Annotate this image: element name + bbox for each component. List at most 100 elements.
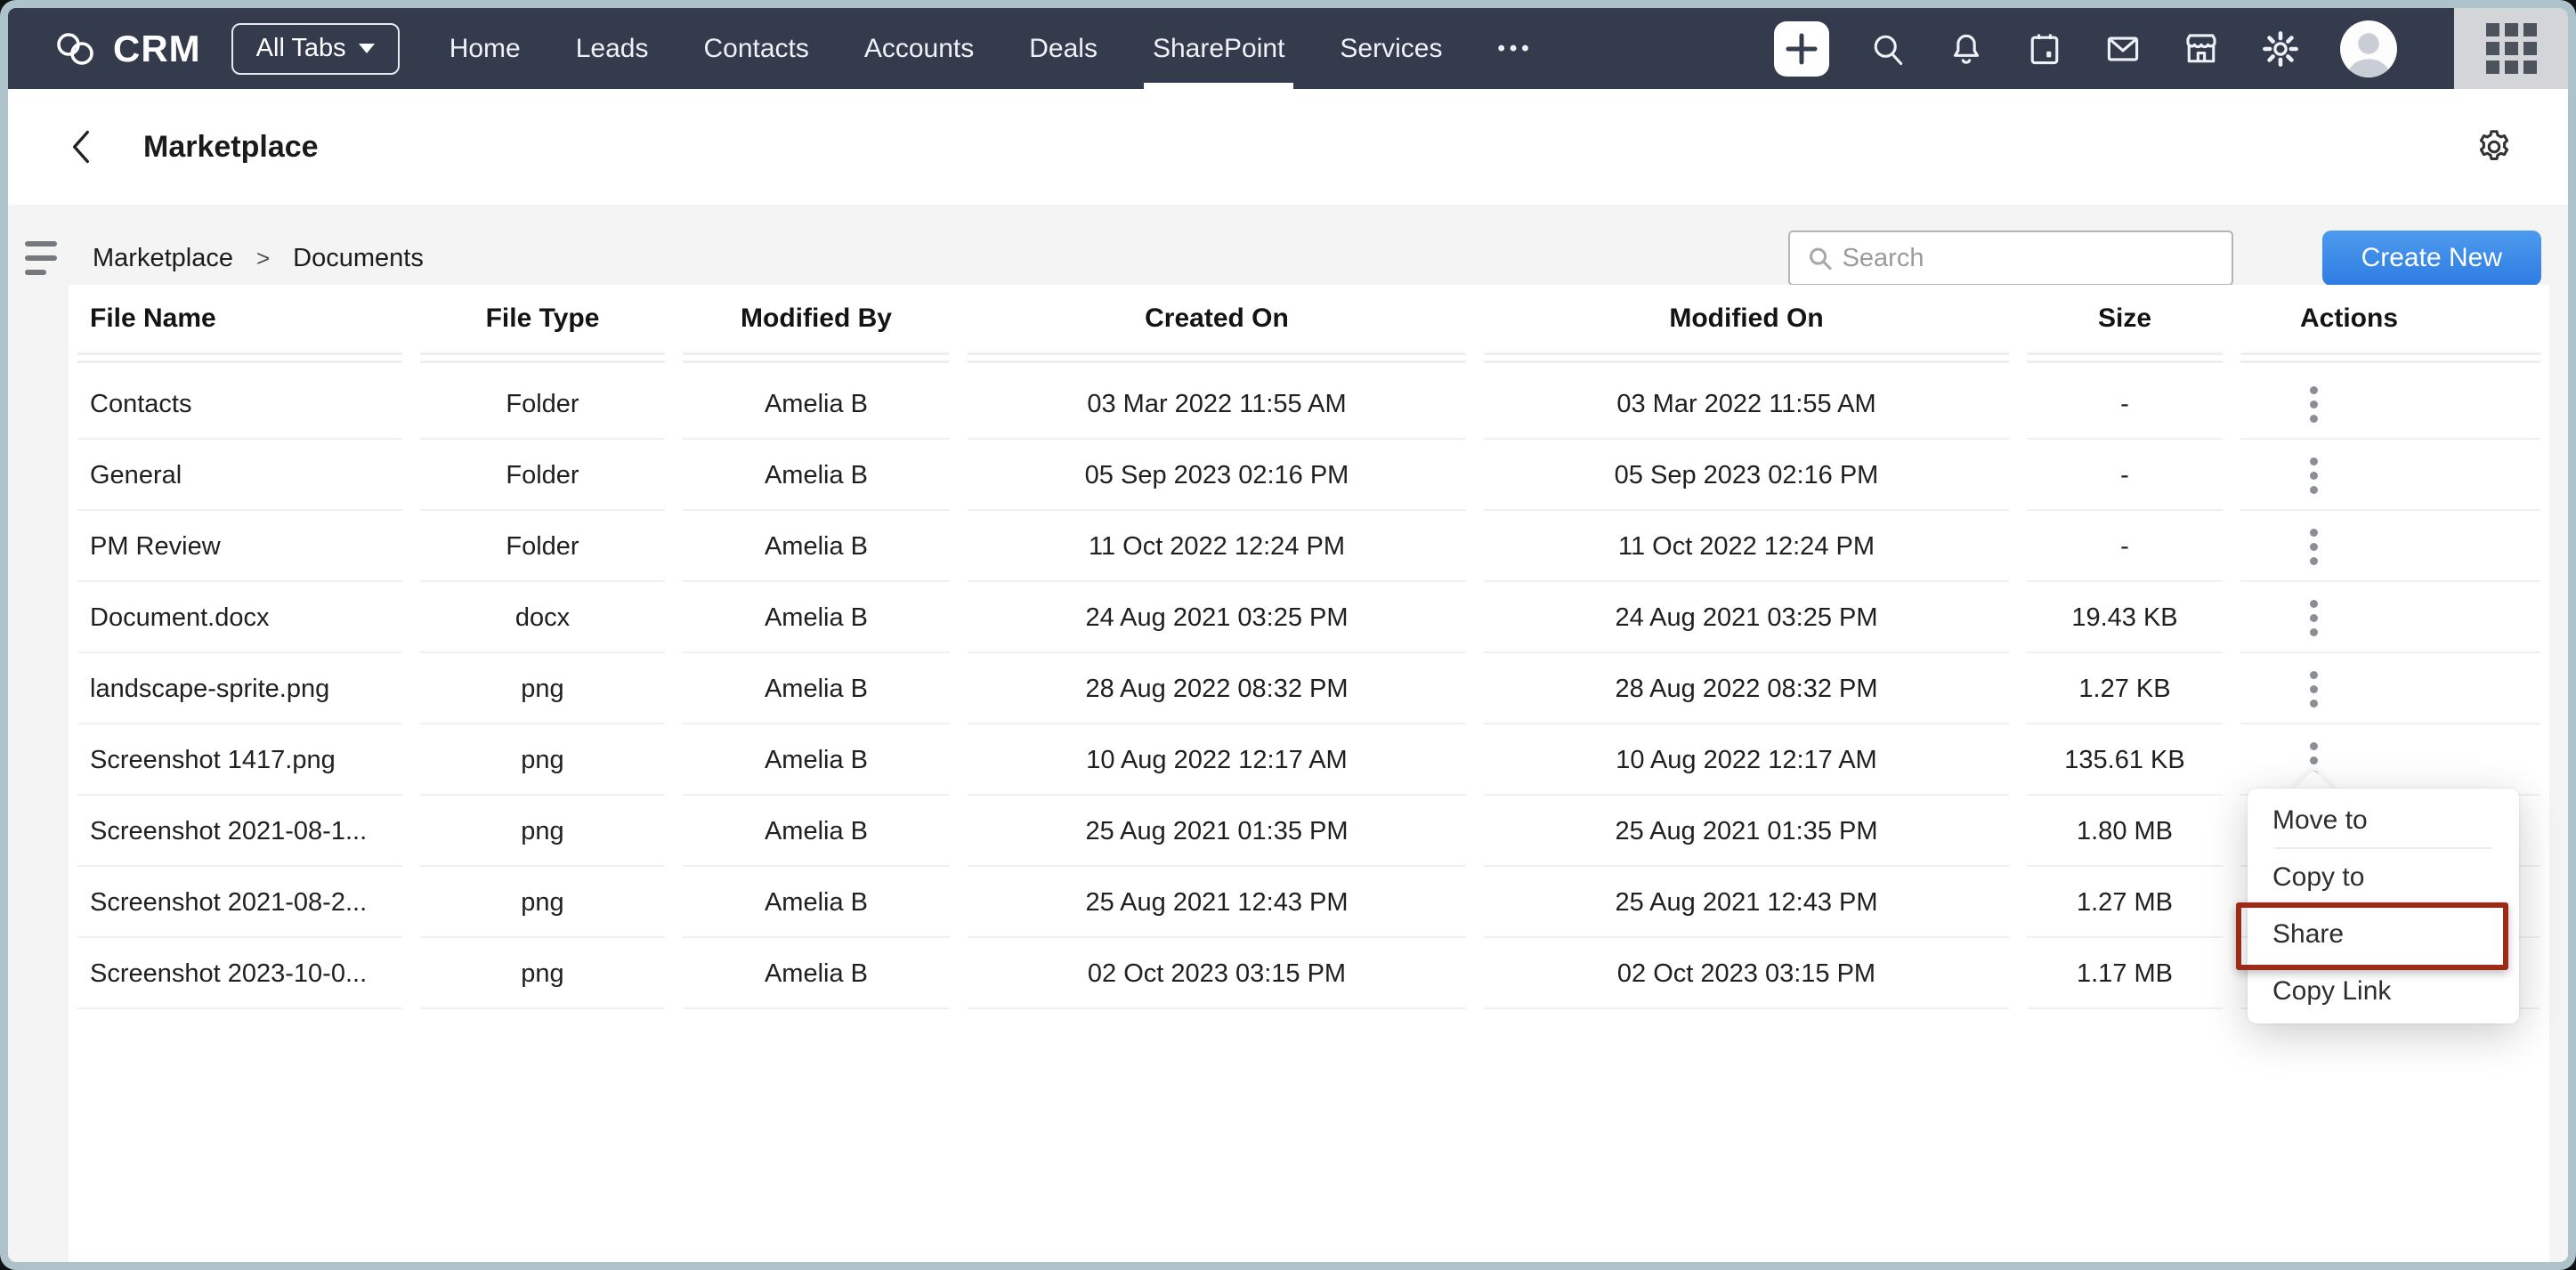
row-actions-kebab-icon[interactable] (2300, 520, 2327, 574)
table-row[interactable]: Contacts Folder Amelia B 03 Mar 2022 11:… (69, 368, 2549, 440)
created-on: 25 Aug 2021 12:43 PM (959, 867, 1475, 938)
file-size: - (2018, 511, 2232, 582)
page-title: Marketplace (143, 129, 319, 164)
row-actions-kebab-icon[interactable] (2300, 591, 2327, 645)
tab-accounts[interactable]: Accounts (863, 33, 975, 63)
created-on: 05 Sep 2023 02:16 PM (959, 440, 1475, 511)
col-header-file-name[interactable]: File Name (90, 303, 216, 333)
page-header: Marketplace (8, 89, 2568, 205)
folder-panel-toggle-icon[interactable] (25, 241, 57, 275)
col-header-file-type[interactable]: File Type (485, 303, 600, 333)
row-actions-kebab-icon[interactable] (2300, 662, 2327, 716)
row-actions-kebab-icon[interactable] (2300, 377, 2327, 432)
all-tabs-dropdown[interactable]: All Tabs (231, 22, 400, 75)
modified-by: Amelia B (674, 440, 959, 511)
modified-on: 24 Aug 2021 03:25 PM (1475, 582, 2018, 653)
app-launcher-button[interactable] (2454, 8, 2568, 89)
quick-create-button[interactable] (1774, 20, 1829, 77)
breadcrumb-current: Documents (293, 243, 424, 272)
file-name[interactable]: Screenshot 2021-08-1... (69, 796, 411, 867)
col-header-size[interactable]: Size (2097, 303, 2152, 333)
tab-contacts[interactable]: Contacts (703, 33, 809, 63)
search-icon[interactable] (1868, 29, 1908, 69)
file-size: 1.80 MB (2018, 796, 2232, 867)
col-header-actions: Actions (2300, 303, 2399, 333)
created-on: 28 Aug 2022 08:32 PM (959, 653, 1475, 724)
table-row[interactable]: PM Review Folder Amelia B 11 Oct 2022 12… (69, 511, 2549, 582)
file-name[interactable]: General (69, 440, 411, 511)
page-settings-gear-icon[interactable] (2474, 126, 2515, 167)
tab-sharepoint[interactable]: SharePoint (1143, 8, 1294, 89)
file-name[interactable]: PM Review (69, 511, 411, 582)
marketplace-store-icon[interactable] (2182, 29, 2221, 69)
created-on: 03 Mar 2022 11:55 AM (959, 368, 1475, 440)
col-header-created-on[interactable]: Created On (1145, 303, 1289, 333)
table-header-row: File Name File Type Modified By Created … (69, 285, 2549, 352)
brand[interactable]: CRM (53, 28, 201, 70)
zoho-logo-icon (53, 31, 99, 67)
table-row[interactable]: Screenshot 2023-10-0... png Amelia B 02 … (69, 938, 2549, 1009)
create-new-button[interactable]: Create New (2321, 231, 2541, 286)
file-size: 1.17 MB (2018, 938, 2232, 1009)
file-type: png (411, 796, 674, 867)
tab-home[interactable]: Home (449, 33, 521, 63)
table-row[interactable]: Screenshot 1417.png png Amelia B 10 Aug … (69, 724, 2549, 796)
table-row[interactable]: Screenshot 2021-08-1... png Amelia B 25 … (69, 796, 2549, 867)
mail-icon[interactable] (2103, 29, 2143, 69)
module-tabs: Home Leads Contacts Accounts Deals Share… (450, 8, 1534, 89)
file-type: png (411, 724, 674, 796)
modified-by: Amelia B (674, 582, 959, 653)
created-on: 25 Aug 2021 01:35 PM (959, 796, 1475, 867)
calendar-icon[interactable] (2025, 29, 2064, 69)
row-actions-kebab-icon[interactable] (2300, 449, 2327, 503)
user-avatar[interactable] (2340, 20, 2397, 77)
modified-on: 25 Aug 2021 01:35 PM (1475, 796, 2018, 867)
file-type: Folder (411, 511, 674, 582)
created-on: 02 Oct 2023 03:15 PM (959, 938, 1475, 1009)
file-name[interactable]: Screenshot 2021-08-2... (69, 867, 411, 938)
content-area: Marketplace > Documents Create New File … (8, 205, 2568, 1262)
table-row[interactable]: Document.docx docx Amelia B 24 Aug 2021 … (69, 582, 2549, 653)
table-row[interactable]: landscape-sprite.png png Amelia B 28 Aug… (69, 653, 2549, 724)
search-input[interactable] (1842, 243, 2216, 273)
chevron-down-icon (358, 44, 375, 53)
file-name[interactable]: landscape-sprite.png (69, 653, 411, 724)
table-row[interactable]: General Folder Amelia B 05 Sep 2023 02:1… (69, 440, 2549, 511)
back-button[interactable] (65, 127, 97, 166)
file-name[interactable]: Screenshot 2023-10-0... (69, 938, 411, 1009)
modified-by: Amelia B (674, 938, 959, 1009)
breadcrumb: Marketplace > Documents (93, 244, 424, 273)
modified-on: 05 Sep 2023 02:16 PM (1475, 440, 2018, 511)
search-box (1787, 231, 2233, 286)
more-tabs-ellipsis-icon[interactable]: ••• (1497, 36, 1534, 61)
created-on: 24 Aug 2021 03:25 PM (959, 582, 1475, 653)
modified-on: 28 Aug 2022 08:32 PM (1475, 653, 2018, 724)
menu-item-copy-link[interactable]: Copy Link (2272, 976, 2392, 1006)
tab-deals[interactable]: Deals (1029, 33, 1098, 63)
table-row[interactable]: Screenshot 2021-08-2... png Amelia B 25 … (69, 867, 2549, 938)
file-type: png (411, 938, 674, 1009)
notifications-bell-icon[interactable] (1947, 29, 1986, 69)
tab-leads[interactable]: Leads (575, 33, 649, 63)
top-navbar: CRM All Tabs Home Leads Contacts Account… (8, 8, 2568, 89)
file-name[interactable]: Screenshot 1417.png (69, 724, 411, 796)
navbar-actions (1774, 8, 2568, 89)
created-on: 11 Oct 2022 12:24 PM (959, 511, 1475, 582)
file-name[interactable]: Contacts (69, 368, 411, 440)
file-size: 1.27 KB (2018, 653, 2232, 724)
settings-gear-icon[interactable] (2260, 28, 2301, 69)
tab-services[interactable]: Services (1340, 33, 1443, 63)
file-name[interactable]: Document.docx (69, 582, 411, 653)
col-header-modified-on[interactable]: Modified On (1669, 303, 1824, 333)
row-actions-context-menu: Move to Copy to Share Copy Link (2248, 789, 2519, 1023)
breadcrumb-root[interactable]: Marketplace (93, 243, 233, 272)
modified-on: 11 Oct 2022 12:24 PM (1475, 511, 2018, 582)
modified-by: Amelia B (674, 368, 959, 440)
menu-item-move-to[interactable]: Move to (2248, 792, 2519, 849)
menu-item-copy-to[interactable]: Copy to (2272, 862, 2365, 892)
modified-by: Amelia B (674, 724, 959, 796)
col-header-modified-by[interactable]: Modified By (741, 303, 892, 333)
toolbar: Marketplace > Documents Create New (25, 230, 2541, 287)
menu-item-share[interactable]: Share (2272, 919, 2345, 949)
